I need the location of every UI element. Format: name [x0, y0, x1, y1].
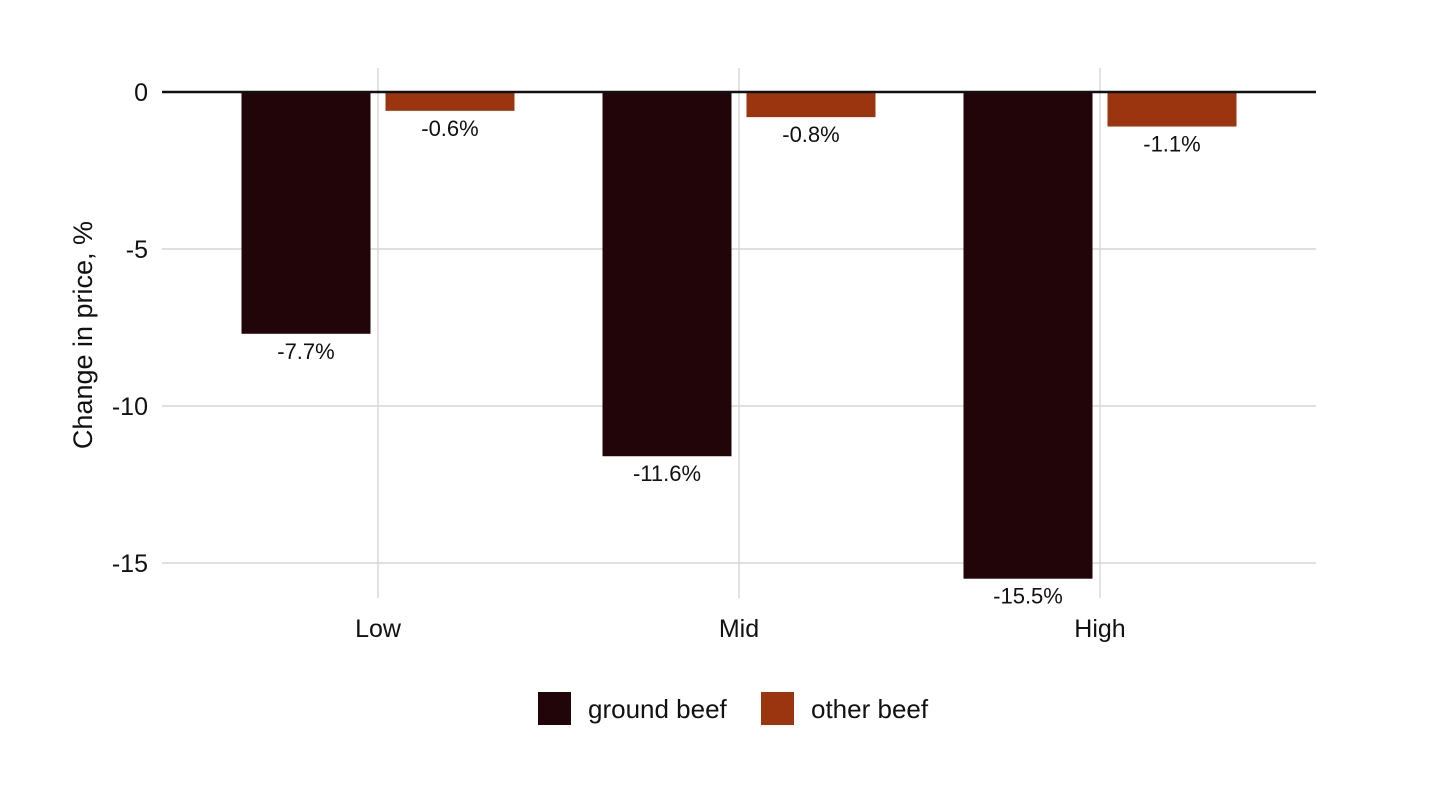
bar-layer — [241, 92, 1237, 579]
legend-swatch — [538, 692, 571, 725]
bar — [1107, 92, 1237, 127]
legend-label: other beef — [811, 694, 929, 724]
bar-value-label: -11.6% — [633, 461, 701, 486]
bar-value-label: -0.8% — [782, 122, 839, 147]
bar — [602, 92, 732, 457]
y-tick-label: -10 — [112, 393, 148, 421]
x-tick-label: High — [1074, 615, 1125, 643]
bar — [385, 92, 515, 111]
bar-value-label: -7.7% — [277, 339, 334, 364]
bar-value-label: -15.5% — [993, 584, 1063, 609]
grid-layer — [162, 68, 1316, 598]
bar — [963, 92, 1093, 579]
y-axis-title: Change in price, % — [68, 221, 98, 449]
y-tick-label: -15 — [112, 550, 148, 578]
x-tick-label: Mid — [719, 615, 759, 643]
y-tick-label: 0 — [134, 79, 148, 107]
label-layer: -7.7% -11.6% -15.5% -0.6% -0.8% -1.1% — [277, 116, 1200, 609]
bar-value-label: -0.6% — [421, 116, 478, 141]
legend-swatch — [761, 692, 794, 725]
bar-value-label: -1.1% — [1143, 132, 1200, 157]
bar — [241, 92, 371, 334]
x-tick-label: Low — [355, 615, 402, 643]
bar — [746, 92, 876, 118]
legend: ground beef other beef — [538, 692, 929, 725]
axis-layer: Change in price, % 0 -5 -10 -15 Low Mid High — [68, 79, 1126, 643]
legend-label: ground beef — [588, 694, 728, 724]
y-tick-label: -5 — [126, 236, 148, 264]
